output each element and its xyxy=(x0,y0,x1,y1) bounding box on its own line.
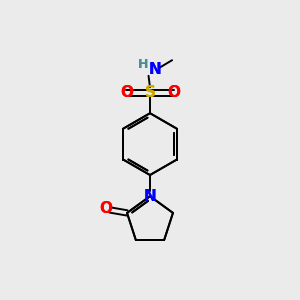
Text: N: N xyxy=(144,189,156,204)
Text: O: O xyxy=(167,85,180,100)
Text: O: O xyxy=(120,85,133,100)
Text: O: O xyxy=(99,201,112,216)
Polygon shape xyxy=(123,113,177,175)
Text: H: H xyxy=(137,58,148,71)
Text: O: O xyxy=(120,85,133,100)
Text: N: N xyxy=(148,62,161,77)
Text: O: O xyxy=(99,201,112,216)
Polygon shape xyxy=(127,196,173,240)
Text: O: O xyxy=(167,85,180,100)
Text: N: N xyxy=(144,189,156,204)
Text: N: N xyxy=(148,62,161,77)
Text: H: H xyxy=(137,58,148,71)
Text: S: S xyxy=(145,85,155,100)
Text: S: S xyxy=(145,85,155,100)
